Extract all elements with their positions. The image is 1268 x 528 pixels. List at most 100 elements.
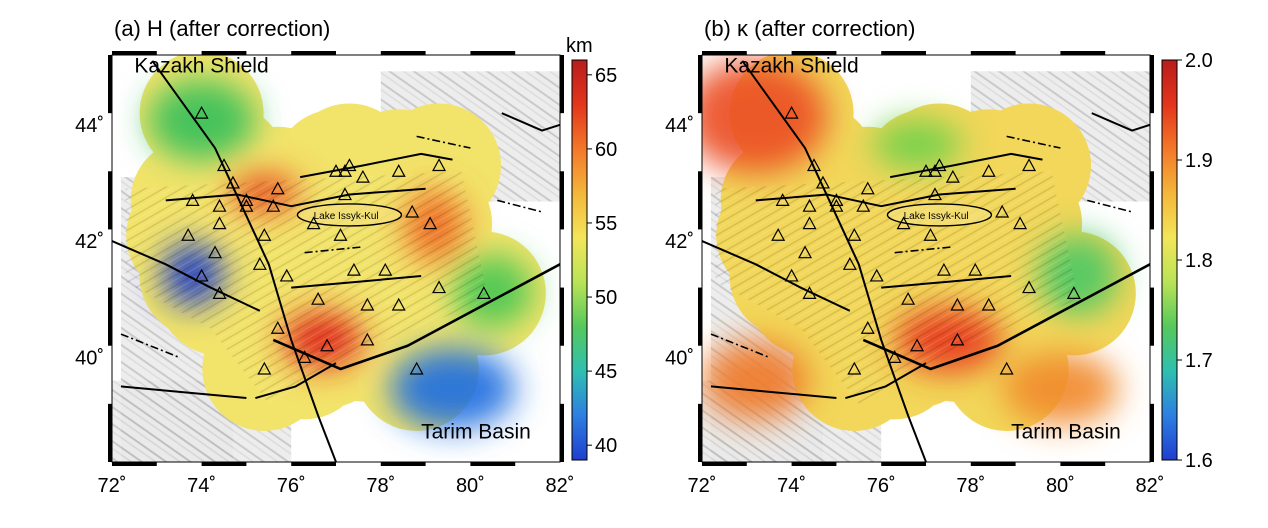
y-tick-label: 42˚ — [665, 231, 694, 253]
station-triangle-icon — [423, 216, 438, 230]
station-triangle-icon — [391, 164, 406, 177]
anomaly-low-north — [872, 120, 962, 169]
station-triangle-icon — [328, 164, 344, 177]
station-triangle-icon — [252, 257, 267, 270]
station-triangle-icon — [306, 216, 321, 230]
station-triangle-icon — [270, 321, 285, 334]
frame-segment — [1060, 51, 1106, 55]
map-figure: Kazakh Shield Tarim Basin Lake Issyk-Kul 72… — [665, 50, 1213, 497]
station-triangle-icon — [784, 105, 799, 119]
station-triangle-icon — [378, 262, 393, 276]
colorbar-tick-label: 1.6 — [1185, 450, 1213, 472]
y-tick-label: 44˚ — [665, 115, 694, 137]
station-triangle-icon — [432, 158, 447, 172]
station-triangle-icon — [337, 164, 352, 177]
label-tarim-basin: Tarim Basin — [1011, 421, 1121, 444]
label-kazakh-shield: Kazakh Shield — [134, 54, 268, 77]
frame-segment — [108, 403, 112, 462]
frame-segment — [108, 55, 112, 114]
station-triangle-icon — [896, 216, 911, 230]
station-triangle-icon — [995, 204, 1010, 218]
x-tick-label: 72˚ — [98, 475, 127, 497]
lake-outline — [886, 203, 993, 227]
station-triangle-icon — [360, 332, 375, 346]
station-triangle-icon — [216, 158, 232, 172]
x-tick-label: 74˚ — [777, 475, 806, 497]
frame-segment — [791, 51, 837, 55]
frame-segment — [470, 51, 516, 55]
frame-segment — [698, 171, 702, 230]
station-triangle-icon — [279, 268, 294, 282]
frame-segment — [698, 287, 702, 346]
station-triangle-icon — [968, 262, 983, 276]
fault-line — [112, 240, 261, 312]
station-triangle-icon — [999, 361, 1014, 375]
label-tarim-basin: Tarim Basin — [421, 421, 531, 444]
fault-dashed — [497, 199, 543, 213]
fault-line — [862, 263, 1150, 371]
station-triangle-icon — [239, 193, 254, 206]
fault-line — [710, 385, 837, 400]
colorbar-tick-label: 2.0 — [1185, 50, 1213, 72]
fault-dashed — [416, 135, 471, 149]
frame-segment — [112, 462, 157, 466]
x-tick-label: 80˚ — [1046, 475, 1075, 497]
frame-segment — [702, 51, 747, 55]
colorbar-tick-label: 55 — [595, 213, 617, 235]
map-area — [112, 55, 560, 462]
frame-segment — [201, 51, 247, 55]
colorbar-tick-label: 1.7 — [1185, 350, 1213, 372]
station-triangle-icon — [784, 268, 799, 282]
frame-segment — [560, 171, 564, 230]
station-triangle-icon — [297, 350, 312, 363]
station-triangle-icon — [869, 268, 884, 282]
station-triangle-icon — [320, 338, 335, 352]
station-triangle-icon — [856, 198, 871, 212]
x-tick-label: 80˚ — [456, 475, 485, 497]
station-triangle-icon — [194, 268, 209, 282]
station-triangle-icon — [257, 361, 272, 375]
fault-dashed — [1087, 199, 1133, 213]
fault-dashed — [304, 246, 363, 254]
station-triangle-icon — [927, 164, 942, 177]
colorbar-tick-label: 40 — [595, 435, 617, 457]
station-triangle-icon — [927, 187, 942, 201]
station-triangle-icon — [212, 286, 227, 299]
frame-segment — [791, 462, 837, 466]
anomaly-low-tarim — [389, 348, 516, 430]
station-triangle-icon — [405, 204, 420, 218]
station-triangle-icon — [257, 227, 272, 241]
anomaly-high-southwest — [702, 339, 810, 422]
frame-segment — [291, 51, 336, 55]
station-triangle-icon — [1013, 216, 1028, 230]
station-triangle-icon — [239, 198, 254, 212]
colorbar — [571, 59, 588, 461]
station-triangle-icon — [409, 361, 424, 375]
station-triangle-icon — [932, 158, 947, 172]
frame-segment — [702, 462, 747, 466]
frame-segment — [698, 55, 702, 114]
fault-dashed — [120, 333, 180, 359]
station-triangle-icon — [918, 164, 934, 177]
station-triangle-icon — [802, 198, 817, 212]
station-triangle-icon — [225, 175, 240, 189]
fault-line — [151, 60, 337, 462]
frame-segment — [108, 171, 112, 230]
x-tick-label: 82˚ — [1136, 475, 1165, 497]
fault-line — [741, 60, 927, 462]
colorbar-tick-label: 65 — [595, 65, 617, 87]
y-tick-label: 40˚ — [75, 347, 104, 369]
x-tick-label: 74˚ — [187, 475, 216, 497]
station-triangle-icon — [194, 105, 209, 119]
station-triangle-icon — [1022, 158, 1037, 172]
frame-segment — [1150, 403, 1154, 462]
fault-line — [299, 152, 453, 179]
frame-segment — [560, 287, 564, 346]
station-triangle-icon — [847, 361, 862, 375]
station-triangle-icon — [212, 216, 227, 230]
fault-line — [702, 240, 851, 312]
frame-segment — [201, 462, 247, 466]
fault-line — [272, 263, 560, 371]
station-triangle-icon — [806, 158, 822, 172]
fault-dashed — [1006, 135, 1061, 149]
